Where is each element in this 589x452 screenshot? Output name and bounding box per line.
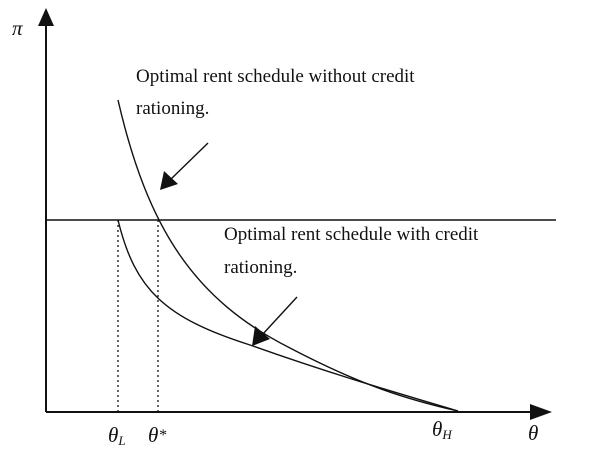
x-axis-label: θ	[528, 421, 538, 445]
tick-theta-H-sub: H	[441, 427, 452, 442]
tick-theta-H: θH	[432, 417, 452, 442]
arrow-shaft-without	[169, 142, 209, 181]
tick-theta-star-base: θ	[148, 423, 158, 447]
x-axis-arrowhead	[530, 404, 552, 420]
annotation-with-line1: Optimal rent schedule with credit	[224, 224, 479, 245]
arrow-shaft-with	[261, 296, 298, 336]
tick-theta-star: θ*	[148, 423, 166, 447]
y-axis-label: π	[12, 16, 23, 40]
tick-theta-star-sub: *	[158, 427, 166, 444]
tick-theta-L-sub: L	[117, 433, 125, 448]
annotation-without-line1: Optimal rent schedule without credit	[136, 66, 415, 87]
annotation-without-line2: rationing.	[136, 98, 209, 119]
curve-without-credit-rationing	[117, 99, 459, 412]
arrow-head-with	[252, 326, 270, 346]
tick-theta-H-base: θ	[432, 417, 442, 441]
tick-theta-L: θL	[108, 423, 126, 448]
arrow-head-without	[160, 171, 178, 190]
annotation-with-line2: rationing.	[224, 257, 297, 278]
curve-with-credit-rationing	[117, 219, 459, 412]
tick-theta-L-base: θ	[108, 423, 118, 447]
y-axis-arrowhead	[38, 8, 54, 26]
